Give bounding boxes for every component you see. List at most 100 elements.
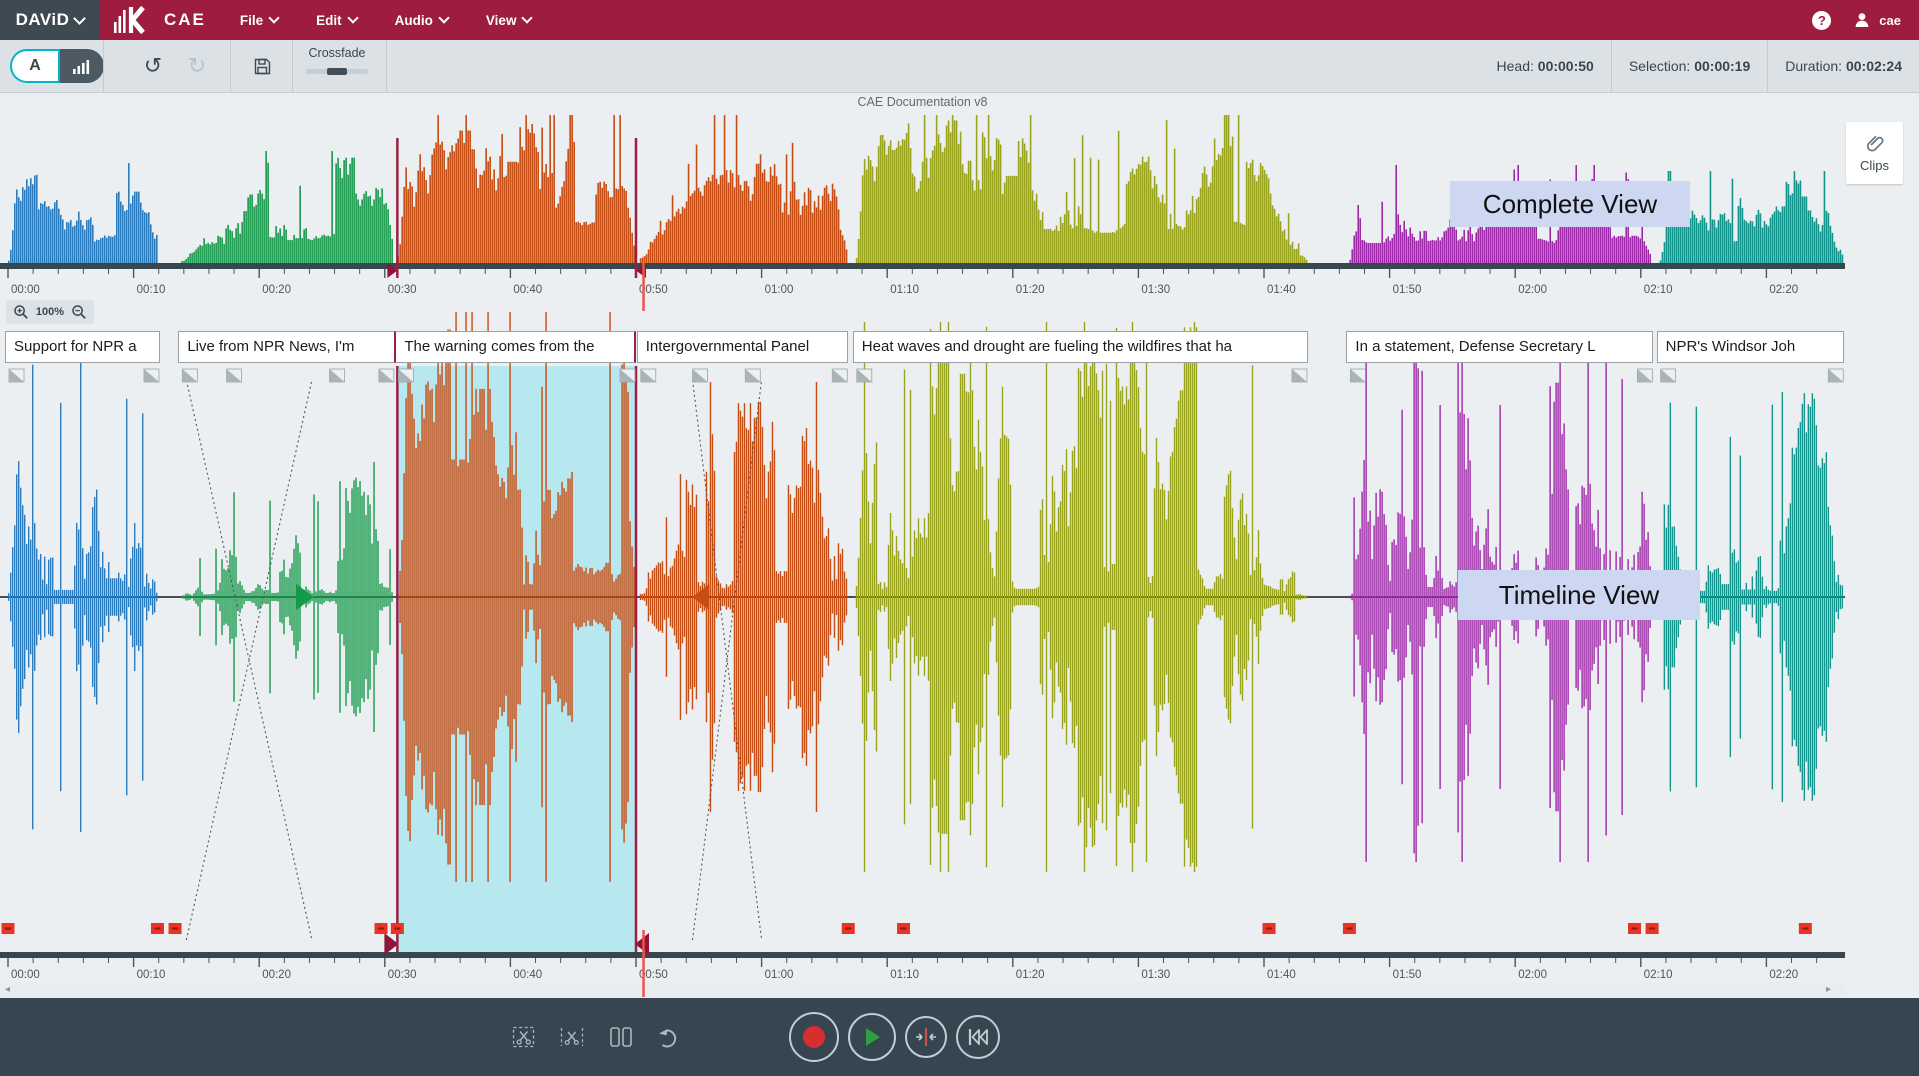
fade-handle[interactable] [1661, 369, 1676, 382]
svg-text:01:40: 01:40 [1267, 284, 1296, 296]
menu-edit[interactable]: Edit [316, 13, 357, 28]
zoom-out-icon[interactable] [71, 304, 87, 320]
clip-label[interactable]: Heat waves and drought are fueling the w… [853, 331, 1308, 363]
transport-bar: -60-12-9-6-3-10 [0, 998, 1919, 1076]
duration-time-value: 00:02:24 [1846, 58, 1902, 74]
user-menu[interactable]: cae [1853, 11, 1901, 29]
play-button[interactable] [848, 1013, 896, 1061]
clip-label[interactable]: Support for NPR a [5, 331, 160, 363]
locate-playhead-button[interactable] [905, 1016, 947, 1058]
help-icon[interactable]: ? [1812, 11, 1831, 30]
clip-label[interactable]: Intergovernmental Panel [637, 331, 848, 363]
head-time: Head: 00:00:50 [1480, 58, 1611, 74]
overview-clip-waveform[interactable] [8, 163, 158, 263]
svg-text:01:30: 01:30 [1141, 284, 1170, 296]
fade-handle[interactable] [745, 369, 760, 382]
toolbar: A ↺ ↻ Crossfade Head: 00:00: [0, 40, 1919, 93]
timeline-ruler[interactable]: 00:0000:1000:2000:3000:4000:5001:0001:10… [0, 952, 1845, 981]
fade-handle[interactable] [1637, 369, 1652, 382]
clip-waveform[interactable] [8, 362, 157, 832]
clip-marker[interactable] [1343, 923, 1356, 934]
waveform-canvas[interactable]: 00:0000:1000:2000:3000:4000:5001:0001:10… [0, 0, 1919, 1076]
overview-clip-waveform[interactable] [856, 115, 1308, 263]
clip-marker[interactable] [169, 923, 182, 934]
zoom-level: 100% [36, 306, 64, 318]
record-button[interactable] [789, 1012, 839, 1062]
save-button[interactable] [245, 49, 279, 83]
fade-handle[interactable] [398, 369, 413, 382]
clip-label[interactable]: In a statement, Defense Secretary L [1346, 331, 1653, 363]
overview-clip-waveform[interactable] [397, 115, 635, 263]
fade-handle[interactable] [857, 369, 872, 382]
svg-text:01:50: 01:50 [1393, 969, 1422, 981]
redo-button[interactable]: ↻ [180, 49, 214, 83]
svg-text:00:10: 00:10 [137, 284, 166, 296]
clip-marker[interactable] [1799, 923, 1812, 934]
clip-marker[interactable] [151, 923, 164, 934]
crossfade-lines[interactable] [186, 380, 312, 940]
fade-handle[interactable] [1292, 369, 1307, 382]
cae-app-window: DAViD CAE File Edit Audio View ? cae [0, 0, 1919, 1076]
toolbar-divider [386, 40, 387, 92]
cut-selection-icon[interactable] [512, 1025, 536, 1049]
menu-view[interactable]: View [486, 13, 532, 28]
clip-marker[interactable] [2, 923, 15, 934]
svg-text:00:00: 00:00 [11, 969, 40, 981]
fade-handle[interactable] [1350, 369, 1365, 382]
svg-text:02:10: 02:10 [1644, 969, 1673, 981]
clip-marker[interactable] [1263, 923, 1276, 934]
clip-marker[interactable] [1646, 923, 1659, 934]
crossfade-slider[interactable] [306, 69, 368, 74]
fade-handle[interactable] [1828, 369, 1843, 382]
clip-marker[interactable] [375, 923, 388, 934]
fade-pointer-icon[interactable] [296, 584, 313, 610]
fade-handle[interactable] [379, 369, 394, 382]
clip-marker[interactable] [1628, 923, 1641, 934]
overview-annotation: Complete View [1450, 181, 1690, 227]
clip-label[interactable]: NPR's Windsor Joh [1657, 331, 1845, 363]
cut-at-position-icon[interactable] [558, 1025, 586, 1049]
fade-handle[interactable] [9, 369, 24, 382]
user-name: cae [1879, 13, 1901, 28]
crossfade-control[interactable]: Crossfade [298, 46, 376, 74]
duration-time: Duration: 00:02:24 [1768, 58, 1919, 74]
svg-text:01:50: 01:50 [1393, 284, 1422, 296]
zoom-in-icon[interactable] [13, 304, 29, 320]
go-to-start-button[interactable] [956, 1015, 1000, 1059]
fade-handle[interactable] [330, 369, 345, 382]
timeline-annotation: Timeline View [1458, 570, 1700, 620]
play-icon [861, 1026, 883, 1048]
clip-marker[interactable] [391, 923, 404, 934]
svg-text:01:00: 01:00 [765, 284, 794, 296]
text-mode-button[interactable]: A [10, 49, 60, 83]
fade-handle[interactable] [693, 369, 708, 382]
clip-label[interactable]: The warning comes from the [394, 331, 636, 363]
svg-text:01:00: 01:00 [765, 969, 794, 981]
crossfade-lines[interactable] [693, 380, 762, 940]
clips-panel-button[interactable]: Clips [1846, 122, 1903, 184]
fade-handle[interactable] [620, 369, 635, 382]
overview-clip-waveform[interactable] [181, 151, 393, 263]
svg-text:00:00: 00:00 [11, 284, 40, 296]
menu-audio[interactable]: Audio [395, 13, 448, 28]
waveform-mode-button[interactable] [60, 49, 104, 83]
fade-handle[interactable] [641, 369, 656, 382]
vendor-menu[interactable]: DAViD [0, 0, 100, 40]
overview-clip-waveform[interactable] [640, 115, 848, 263]
overview-ruler[interactable]: 00:0000:1000:2000:3000:4000:5001:0001:10… [0, 263, 1845, 296]
svg-text:02:20: 02:20 [1769, 969, 1798, 981]
svg-text:01:10: 01:10 [890, 969, 919, 981]
crossfade-slider-handle[interactable] [327, 68, 347, 75]
transport-buttons [789, 998, 1000, 1076]
undo-button[interactable]: ↺ [136, 49, 170, 83]
clip-marker[interactable] [842, 923, 855, 934]
clip-label[interactable]: Live from NPR News, I'm [178, 331, 395, 363]
fade-handle[interactable] [227, 369, 242, 382]
revert-icon[interactable] [656, 1025, 684, 1049]
fade-handle[interactable] [144, 369, 159, 382]
split-clip-icon[interactable] [608, 1025, 634, 1049]
menu-file[interactable]: File [240, 13, 278, 28]
fade-handle[interactable] [832, 369, 847, 382]
clip-marker[interactable] [897, 923, 910, 934]
fade-handle[interactable] [182, 369, 197, 382]
